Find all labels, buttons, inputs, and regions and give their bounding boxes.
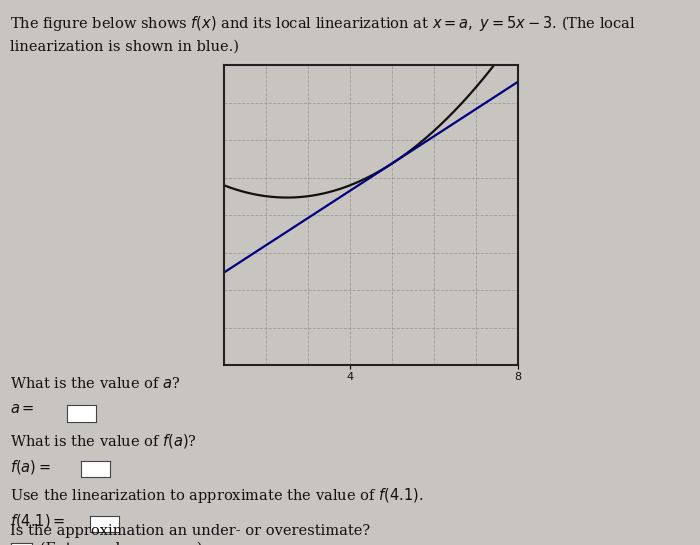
Text: The figure below shows $f(x)$ and its local linearization at $x = a,\ y = 5x - 3: The figure below shows $f(x)$ and its lo…	[10, 14, 636, 33]
Text: $a =$: $a =$	[10, 402, 35, 416]
Text: $f(4.1) =$: $f(4.1) =$	[10, 512, 66, 530]
Text: $f(a) =$: $f(a) =$	[10, 458, 52, 476]
Text: What is the value of $a$?: What is the value of $a$?	[10, 376, 181, 391]
Text: Is the approximation an under- or overestimate?: Is the approximation an under- or overes…	[10, 524, 370, 538]
Text: (Enter under or over.): (Enter under or over.)	[40, 542, 202, 545]
Text: What is the value of $f(a)$?: What is the value of $f(a)$?	[10, 432, 197, 450]
Text: linearization is shown in blue.): linearization is shown in blue.)	[10, 39, 239, 53]
Text: Use the linearization to approximate the value of $f(4.1)$.: Use the linearization to approximate the…	[10, 486, 424, 505]
